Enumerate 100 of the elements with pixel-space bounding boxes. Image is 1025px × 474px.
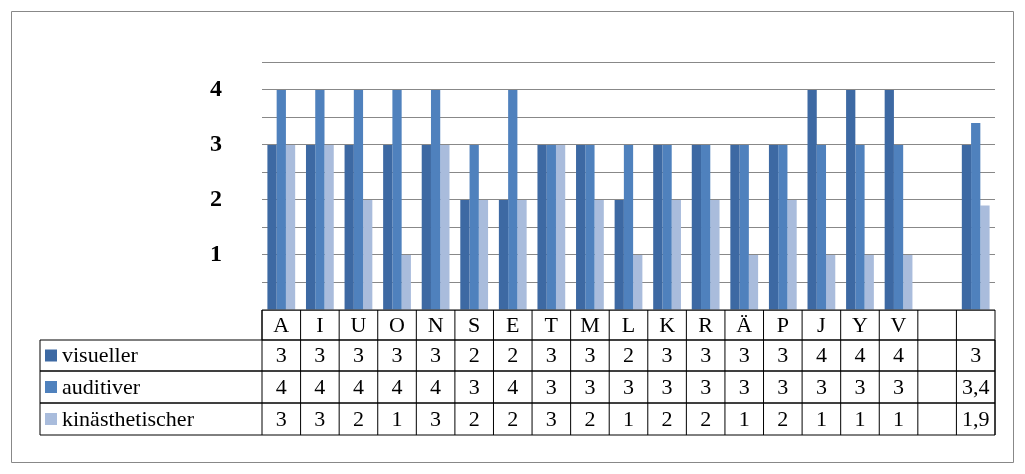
- data-label: 3: [970, 342, 982, 368]
- bar: [430, 89, 441, 310]
- bar: [662, 144, 672, 310]
- bar: [469, 144, 479, 310]
- data-label: 3: [545, 373, 557, 399]
- data-label: 3: [275, 342, 287, 368]
- bar: [855, 144, 865, 310]
- data-label: 4: [430, 373, 442, 399]
- data-label: 3: [738, 342, 750, 368]
- data-label: 3: [468, 373, 480, 399]
- data-label: 1: [738, 405, 750, 431]
- data-label: 2: [700, 405, 712, 431]
- bar: [768, 144, 779, 310]
- data-label: 3: [738, 373, 750, 399]
- data-label: 3: [430, 405, 442, 431]
- x-tick-label: R: [698, 311, 714, 337]
- bar: [315, 89, 325, 310]
- bar: [267, 144, 277, 310]
- bar: [807, 89, 817, 310]
- x-tick-label: J: [817, 311, 827, 337]
- data-label: 3: [700, 373, 712, 399]
- x-tick-label: I: [316, 311, 324, 337]
- data-label: 4: [854, 342, 866, 368]
- bar: [363, 199, 373, 310]
- bar: [594, 199, 604, 310]
- bar: [961, 144, 972, 310]
- x-tick-label: S: [468, 311, 481, 337]
- data-label: 3: [893, 373, 905, 399]
- data-label: 3: [275, 405, 287, 431]
- data-label: 3: [815, 373, 827, 399]
- x-tick-label: T: [544, 311, 559, 337]
- bar: [344, 144, 354, 310]
- x-tick-label: Ä: [736, 311, 753, 337]
- data-label: 4: [352, 373, 364, 399]
- data-label: 1,9: [961, 405, 990, 431]
- bar: [623, 144, 634, 310]
- bar: [864, 254, 874, 310]
- data-label: 2: [468, 342, 480, 368]
- data-label: 3: [623, 373, 634, 399]
- data-label: 3: [352, 342, 364, 368]
- x-tick-label: N: [427, 311, 444, 337]
- data-label: 2: [661, 405, 673, 431]
- bar: [653, 144, 663, 310]
- bar: [517, 199, 527, 310]
- data-label: 1: [623, 405, 634, 431]
- data-label: 1: [815, 405, 827, 431]
- data-label: 2: [352, 405, 364, 431]
- bar: [285, 144, 296, 310]
- data-label: 4: [507, 373, 519, 399]
- bar: [353, 89, 364, 310]
- bar: [980, 205, 990, 310]
- bar: [884, 89, 894, 310]
- bar: [392, 89, 402, 310]
- bar: [903, 254, 913, 310]
- bar: [498, 199, 509, 310]
- data-label: 1: [893, 405, 905, 431]
- bar: [546, 144, 556, 310]
- data-label: 3: [777, 342, 789, 368]
- legend-label: kinästhetischer: [62, 405, 195, 431]
- bar: [305, 144, 316, 310]
- bar: [816, 144, 827, 310]
- data-label: 1: [854, 405, 866, 431]
- bar: [508, 89, 518, 310]
- data-label: 3: [777, 373, 789, 399]
- bar: [691, 144, 702, 310]
- x-tick-label: A: [273, 311, 290, 337]
- bar: [671, 199, 681, 310]
- bar: [383, 144, 393, 310]
- bar: [324, 144, 334, 310]
- data-label: 2: [468, 405, 480, 431]
- legend-label: visueller: [62, 342, 139, 368]
- data-label: 3: [584, 373, 596, 399]
- data-label: 3: [854, 373, 866, 399]
- bar: [787, 199, 797, 310]
- bar: [633, 254, 643, 310]
- data-label: 3: [545, 342, 557, 368]
- y-tick-label: 2: [210, 185, 222, 212]
- bar: [478, 199, 489, 310]
- bar: [276, 89, 286, 310]
- data-label: 2: [623, 342, 634, 368]
- x-tick-label: P: [776, 311, 789, 337]
- data-label: 3: [661, 373, 673, 399]
- data-label: 3: [584, 342, 596, 368]
- data-label: 3: [314, 342, 326, 368]
- bar: [748, 254, 759, 310]
- data-label: 2: [507, 405, 519, 431]
- data-label: 4: [314, 373, 326, 399]
- data-label: 4: [893, 342, 905, 368]
- bar: [585, 144, 595, 310]
- bar: [826, 254, 836, 310]
- x-tick-label: U: [350, 311, 367, 337]
- data-label: 3: [314, 405, 326, 431]
- data-label: 3,4: [961, 373, 990, 399]
- bar: [893, 144, 904, 310]
- data-label: 3: [430, 342, 442, 368]
- data-label: 2: [507, 342, 519, 368]
- y-tick-label: 4: [210, 75, 222, 102]
- bar: [710, 199, 720, 310]
- bar: [576, 144, 586, 310]
- data-label: 2: [584, 405, 596, 431]
